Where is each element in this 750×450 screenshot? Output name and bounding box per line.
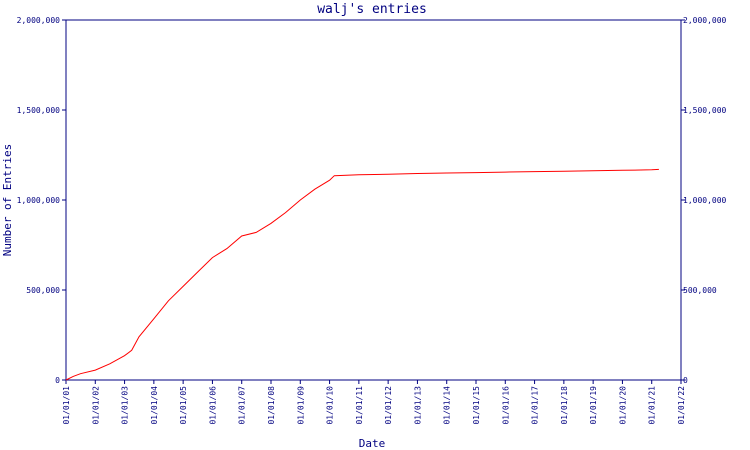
y-tick-label-right: 0 [683, 376, 688, 385]
x-tick-label: 01/01/13 [413, 386, 422, 425]
y-axis-label: Number of Entries [1, 144, 14, 257]
y-tick-label-right: 1,500,000 [683, 106, 727, 115]
x-tick-label: 01/01/21 [648, 386, 657, 425]
y-axis-right: 0 500,000 1,000,000 1,500,000 2,000,000 [681, 16, 727, 385]
x-tick-label: 01/01/20 [618, 386, 627, 425]
x-tick-label: 01/01/01 [62, 386, 71, 425]
x-tick-label: 01/01/06 [208, 386, 217, 425]
x-tick-label: 01/01/16 [501, 386, 510, 425]
x-tick-label: 01/01/22 [677, 386, 686, 425]
x-axis-label: Date [359, 437, 386, 450]
x-tick-label: 01/01/19 [589, 386, 598, 425]
x-tick-label: 01/01/07 [238, 386, 247, 425]
x-tick-label: 01/01/08 [267, 386, 276, 425]
series-line [65, 168, 659, 381]
x-tick-label: 01/01/17 [531, 386, 540, 425]
x-tick-label: 01/01/14 [443, 386, 452, 425]
x-tick-label: 01/01/02 [91, 386, 100, 425]
x-tick-label: 01/01/10 [326, 386, 335, 425]
y-tick-label-right: 1,000,000 [683, 196, 727, 205]
x-tick-label: 01/01/11 [355, 386, 364, 425]
y-tick-label-left: 1,000,000 [17, 196, 61, 205]
x-tick-label: 01/01/15 [472, 386, 481, 425]
y-tick-label-left: 2,000,000 [17, 16, 61, 25]
x-tick-label: 01/01/04 [150, 386, 159, 425]
chart-title: walj's entries [317, 2, 427, 17]
plot-area [65, 19, 682, 381]
x-tick-label: 01/01/05 [179, 386, 188, 425]
x-tick-label: 01/01/09 [296, 386, 305, 425]
x-tick-label: 01/01/18 [560, 386, 569, 425]
x-tick-label: 01/01/03 [121, 386, 130, 425]
x-tick-label: 01/01/12 [384, 386, 393, 425]
y-tick-label-left: 500,000 [26, 286, 60, 295]
x-axis: 01/01/01 01/01/02 01/01/03 01/01/04 01/01/05… [62, 380, 686, 425]
y-tick-label-right: 500,000 [683, 286, 717, 295]
y-axis-left: 0 500,000 1,000,000 1,500,000 2,000,000 [17, 16, 66, 385]
y-tick-label-left: 1,500,000 [17, 106, 61, 115]
y-tick-label-left: 0 [55, 376, 60, 385]
y-tick-label-right: 2,000,000 [683, 16, 727, 25]
